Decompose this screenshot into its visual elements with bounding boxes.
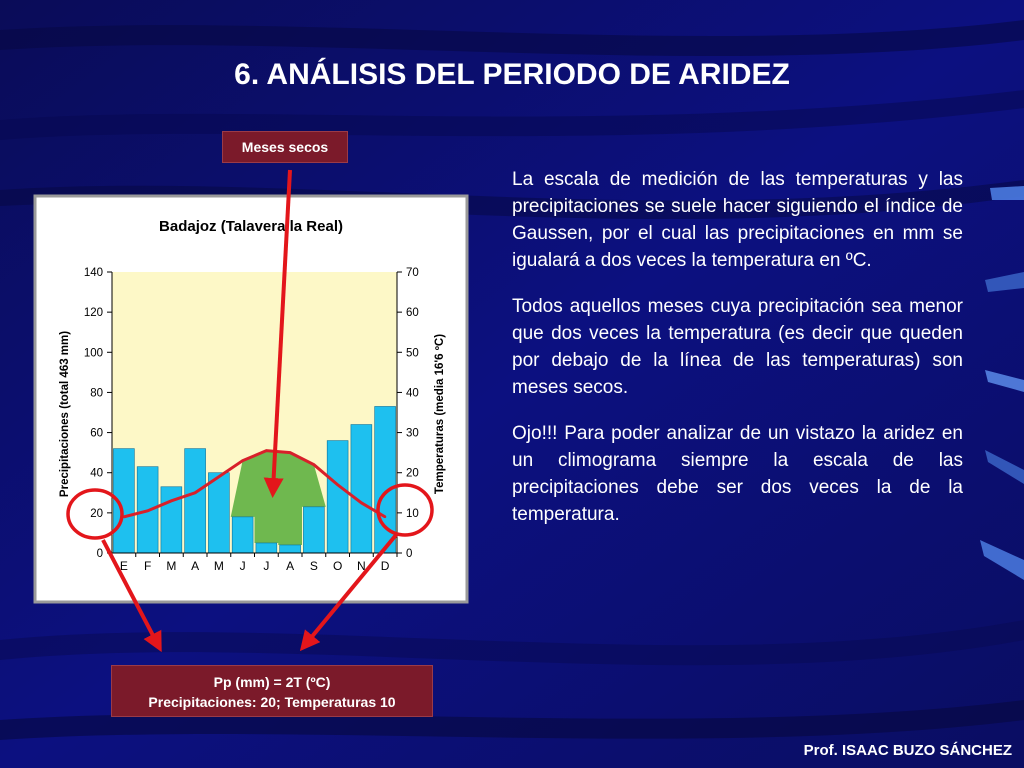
y2-tick-label: 30 (406, 428, 419, 440)
y2-tick-label: 60 (406, 307, 419, 319)
temperature-line (123, 449, 386, 519)
gaussen-rule-line1: Pp (mm) = 2T (ºC) (213, 674, 331, 690)
x-tick-label: M (214, 559, 224, 573)
x-tick-label: O (333, 559, 342, 573)
temperature-point (265, 449, 268, 452)
slide-title: 6. ANÁLISIS DEL PERIODO DE ARIDEZ (234, 58, 790, 91)
y-tick-label: 80 (90, 387, 103, 399)
x-tick-label: E (120, 559, 128, 573)
y2-tick-label: 10 (406, 508, 419, 520)
y-axis-label: Precipitaciones (total 463 mm) (59, 331, 71, 497)
y2-tick-label: 70 (406, 267, 419, 279)
y-tick-label: 20 (90, 508, 103, 520)
precipitation-bar (231, 516, 254, 554)
end-threshold-circle (376, 483, 434, 537)
temperature-point (288, 451, 292, 454)
y-tick-label: 100 (84, 347, 103, 359)
precipitation-bar (326, 440, 349, 554)
gaussen-rule-callout: Pp (mm) = 2T (ºC) Precipitaciones: 20; T… (111, 665, 433, 717)
y2-axis-label: Temperaturas (media 16'6 ºC) (434, 334, 446, 494)
precipitation-bar (208, 472, 230, 554)
x-tick-label: D (381, 559, 390, 573)
y-tick-label: 120 (84, 307, 103, 319)
x-tick-label: A (286, 559, 294, 573)
x-tick-label: S (310, 559, 318, 573)
temperature-point (312, 463, 316, 466)
y-tick-label: 0 (97, 548, 103, 560)
precipitation-bar (350, 424, 373, 554)
right-circle-arrow (299, 533, 398, 652)
temperature-point (217, 475, 221, 478)
explanation-text: La escala de medición de las temperatura… (512, 166, 963, 547)
left-circle-arrow (101, 539, 162, 653)
precipitation-bar (184, 448, 206, 554)
author-footer: Prof. ISAAC BUZO SÁNCHEZ (803, 742, 1012, 759)
x-tick-label: M (166, 559, 176, 573)
temperature-point (146, 509, 149, 513)
y2-tick-label: 40 (406, 387, 419, 399)
y2-tick-label: 0 (406, 548, 412, 560)
paragraph-dry-months: Todos aquellos meses cuya precipitación … (512, 296, 963, 398)
paragraph-scale: La escala de medición de las temperatura… (512, 169, 963, 271)
y-tick-label: 140 (84, 267, 103, 279)
precipitation-bar (160, 486, 183, 554)
gaussen-rule-line2: Precipitaciones: 20; Temperaturas 10 (148, 694, 396, 710)
temperature-point (360, 501, 363, 505)
temperature-point (170, 499, 173, 503)
y2-tick-label: 50 (406, 347, 419, 359)
precipitation-bar (303, 506, 325, 554)
dry-months-arrow (263, 169, 292, 498)
precipitation-bar (279, 544, 301, 554)
temperature-point (241, 459, 244, 462)
x-tick-label: N (357, 559, 366, 573)
x-tick-label: F (144, 559, 151, 573)
start-threshold-circle (66, 488, 124, 540)
y-tick-label: 40 (90, 468, 103, 480)
temperature-point (193, 491, 197, 494)
dry-months-callout: Meses secos (222, 131, 348, 163)
y-tick-label: 60 (90, 428, 103, 440)
temperature-point (383, 515, 387, 519)
x-tick-label: J (263, 559, 269, 573)
chart-title: Badajoz (Talavera la Real) (159, 218, 343, 235)
y2-tick-label: 20 (406, 468, 419, 480)
paragraph-warning: Ojo!!! Para poder analizar de un vistazo… (512, 423, 963, 525)
x-tick-label: J (240, 559, 246, 573)
temperature-point (336, 483, 339, 486)
x-tick-label: A (191, 559, 199, 573)
precipitation-bar (255, 542, 278, 554)
